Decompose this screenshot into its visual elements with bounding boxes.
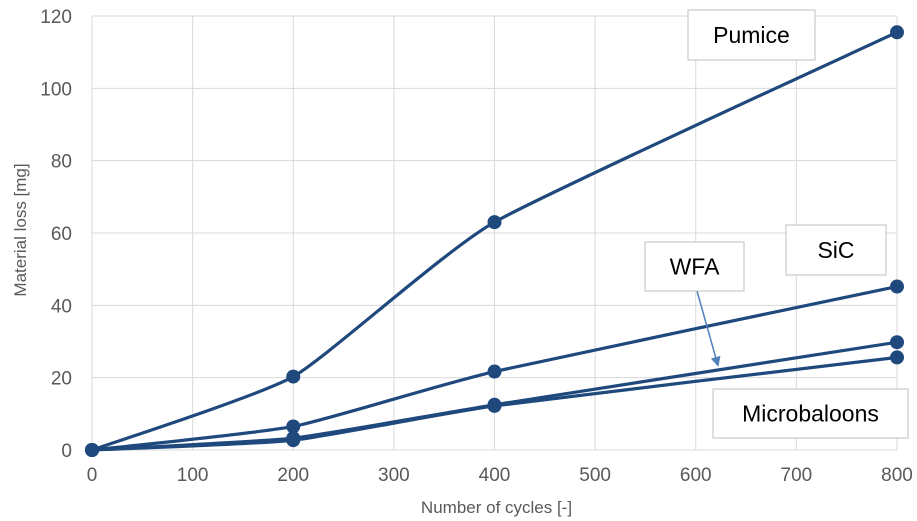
series-line (90, 355, 899, 452)
callout-box (712, 388, 909, 439)
callout-arrow (696, 290, 721, 367)
grid (91, 15, 898, 451)
y-tick-label: 80 (51, 152, 72, 173)
y-tick-label: 40 (51, 296, 72, 317)
tick-labels: 0 20 40 60 80 100 120 0 100 200 300 400 500 600 700 800 (40, 7, 913, 486)
data-point (286, 433, 301, 448)
callout-box (785, 224, 887, 276)
x-tick-label: 700 (781, 465, 813, 486)
annotations: Pumice SiC WFA Microbaloons (644, 9, 909, 439)
data-point (487, 215, 502, 230)
callout-label: SiC (817, 237, 854, 263)
x-tick-label: 800 (881, 465, 913, 486)
x-tick-label: 0 (87, 465, 98, 486)
x-tick-label: 600 (680, 465, 712, 486)
callout-microbaloons: Microbaloons (712, 388, 909, 439)
x-tick-label: 400 (479, 465, 511, 486)
data-point (890, 279, 904, 294)
callout-sic: SiC (785, 224, 887, 276)
data-point (890, 335, 904, 350)
y-tick-label: 20 (51, 369, 72, 390)
x-tick-label: 300 (378, 465, 410, 486)
callout-pumice: Pumice (687, 9, 816, 61)
data-point (890, 350, 904, 365)
y-axis-title: Material loss [mg] (11, 163, 30, 296)
data-point (85, 443, 99, 457)
series-line (90, 284, 899, 452)
data-point (286, 369, 301, 384)
callout-box (687, 9, 816, 61)
series-microbaloons (85, 350, 904, 457)
data-point (890, 25, 904, 40)
y-tick-label: 60 (51, 224, 72, 245)
callout-label: WFA (670, 254, 720, 280)
y-tick-label: 100 (40, 79, 72, 100)
y-tick-label: 0 (61, 441, 72, 462)
callout-box (644, 241, 745, 292)
x-tick-label: 200 (277, 465, 309, 486)
x-axis-title: Number of cycles [-] (421, 498, 572, 517)
y-tick-label: 120 (40, 7, 72, 28)
x-tick-label: 500 (579, 465, 611, 486)
data-point (487, 364, 502, 379)
series (85, 25, 904, 457)
series-line (90, 30, 899, 452)
callout-wfa: WFA (644, 241, 745, 367)
callout-label: Microbaloons (742, 401, 879, 427)
x-tick-label: 100 (177, 465, 209, 486)
callout-label: Pumice (713, 22, 790, 48)
data-point (487, 398, 502, 413)
data-point (286, 419, 301, 434)
